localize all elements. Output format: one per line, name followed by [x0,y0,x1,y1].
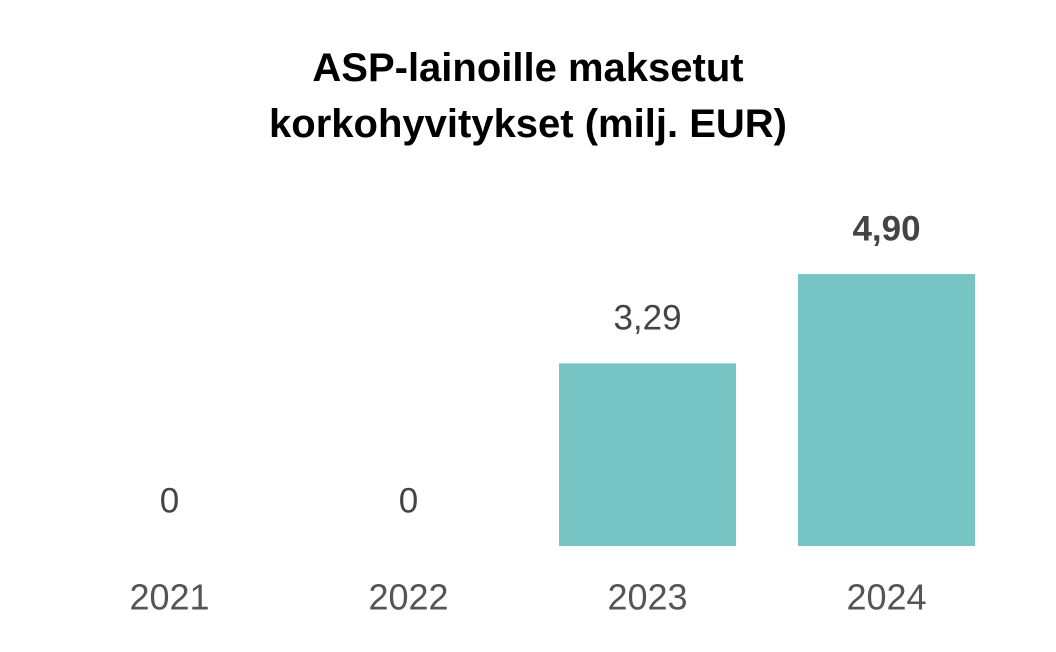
value-label: 0 [160,481,179,520]
bar [798,274,975,546]
x-tick-label: 2021 [129,577,209,618]
value-label: 4,90 [852,209,920,248]
chart-title: ASP-lainoille maksetut korkohyvitykset (… [269,46,787,146]
value-label: 0 [399,481,418,520]
bar [559,363,736,546]
x-tick-label: 2022 [368,577,448,618]
x-tick-label: 2024 [846,577,926,618]
x-tick-label: 2023 [607,577,687,618]
value-label: 3,29 [613,299,681,338]
